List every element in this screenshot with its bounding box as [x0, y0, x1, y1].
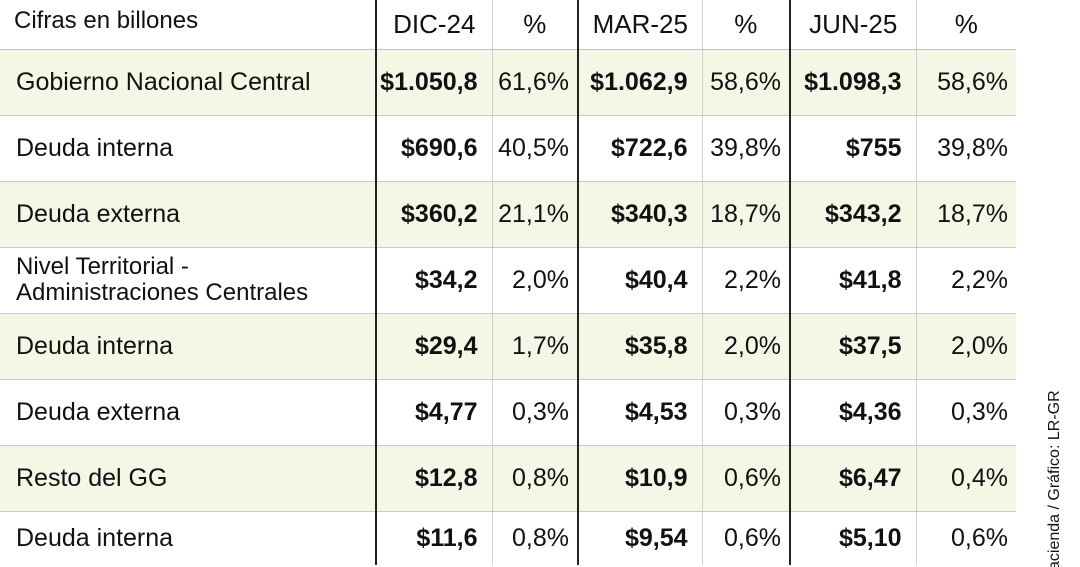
value-cell: $1.062,9	[577, 49, 702, 116]
row-label: Deuda externa	[0, 181, 376, 248]
table-row: Deuda interna $690,6 40,5% $722,6 39,8% …	[0, 115, 1016, 182]
pct-cell: 1,7%	[491, 313, 578, 380]
pct-header-dic24: %	[491, 0, 578, 50]
pct-cell: 2,2%	[915, 247, 1016, 314]
pct-cell: 0,3%	[491, 379, 578, 446]
table-row: Deuda interna $29,4 1,7% $35,8 2,0% $37,…	[0, 313, 1016, 380]
row-label: Deuda interna	[0, 313, 376, 380]
pct-cell: 2,2%	[701, 247, 790, 314]
pct-cell: 2,0%	[915, 313, 1016, 380]
value-cell: $37,5	[789, 313, 916, 380]
pct-cell: 0,3%	[915, 379, 1016, 446]
row-label: Gobierno Nacional Central	[0, 49, 376, 116]
period-header-dic24: DIC-24	[375, 0, 492, 50]
value-cell: $1.098,3	[789, 49, 916, 116]
value-cell: $6,47	[789, 445, 916, 512]
source-note-container: acienda / Gráfico: LR-GR	[1040, 380, 1080, 567]
pct-cell: 61,6%	[491, 49, 578, 116]
table-caption: Cifras en billones	[0, 0, 376, 50]
value-cell: $10,9	[577, 445, 702, 512]
pct-cell: 58,6%	[701, 49, 790, 116]
row-label: Deuda externa	[0, 379, 376, 446]
pct-cell: 0,6%	[701, 511, 790, 565]
value-cell: $340,3	[577, 181, 702, 248]
pct-cell: 18,7%	[701, 181, 790, 248]
value-cell: $360,2	[375, 181, 492, 248]
pct-cell: 40,5%	[491, 115, 578, 182]
pct-header-jun25: %	[915, 0, 1016, 50]
value-cell: $4,36	[789, 379, 916, 446]
pct-header-mar25: %	[701, 0, 790, 50]
header-row: Cifras en billones DIC-24 % MAR-25 % JUN…	[0, 0, 1016, 50]
table-row: Deuda interna $11,6 0,8% $9,54 0,6% $5,1…	[0, 511, 1016, 565]
table-row: Nivel Territorial - Administraciones Cen…	[0, 247, 1016, 314]
pct-cell: 39,8%	[701, 115, 790, 182]
value-cell: $4,53	[577, 379, 702, 446]
row-label: Deuda interna	[16, 524, 174, 553]
value-cell: $5,10	[789, 511, 916, 565]
table-row: Deuda externa $4,77 0,3% $4,53 0,3% $4,3…	[0, 379, 1016, 446]
pct-cell: 0,3%	[701, 379, 790, 446]
value-cell: $690,6	[375, 115, 492, 182]
pct-cell: 0,6%	[915, 511, 1016, 565]
debt-table: Cifras en billones DIC-24 % MAR-25 % JUN…	[0, 0, 1016, 565]
pct-cell: 39,8%	[915, 115, 1016, 182]
pct-cell: 0,8%	[491, 445, 578, 512]
pct-cell: 21,1%	[491, 181, 578, 248]
value-cell: $9,54	[577, 511, 702, 565]
value-cell: $755	[789, 115, 916, 182]
pct-cell: 0,8%	[491, 511, 578, 565]
value-cell: $40,4	[577, 247, 702, 314]
value-cell: $35,8	[577, 313, 702, 380]
pct-cell: 0,4%	[915, 445, 1016, 512]
pct-cell: 18,7%	[915, 181, 1016, 248]
value-cell: $343,2	[789, 181, 916, 248]
value-cell: $41,8	[789, 247, 916, 314]
value-cell: $722,6	[577, 115, 702, 182]
pct-cell: 2,0%	[701, 313, 790, 380]
source-note: acienda / Gráfico: LR-GR	[1046, 390, 1063, 567]
period-header-mar25: MAR-25	[577, 0, 702, 50]
pct-cell: 0,6%	[701, 445, 790, 512]
value-cell: $34,2	[375, 247, 492, 314]
value-cell: $29,4	[375, 313, 492, 380]
table-row: Deuda externa $360,2 21,1% $340,3 18,7% …	[0, 181, 1016, 248]
table-row: Gobierno Nacional Central $1.050,8 61,6%…	[0, 49, 1016, 116]
value-cell: $1.050,8	[375, 49, 492, 116]
pct-cell: 58,6%	[915, 49, 1016, 116]
value-cell: $4,77	[375, 379, 492, 446]
row-label: Resto del GG	[0, 445, 376, 512]
value-cell: $12,8	[375, 445, 492, 512]
value-cell: $11,6	[375, 511, 492, 565]
pct-cell: 2,0%	[491, 247, 578, 314]
row-label: Nivel Territorial - Administraciones Cen…	[0, 247, 376, 314]
period-header-jun25: JUN-25	[789, 0, 916, 50]
table-row: Resto del GG $12,8 0,8% $10,9 0,6% $6,47…	[0, 445, 1016, 512]
row-label: Deuda interna	[0, 115, 376, 182]
